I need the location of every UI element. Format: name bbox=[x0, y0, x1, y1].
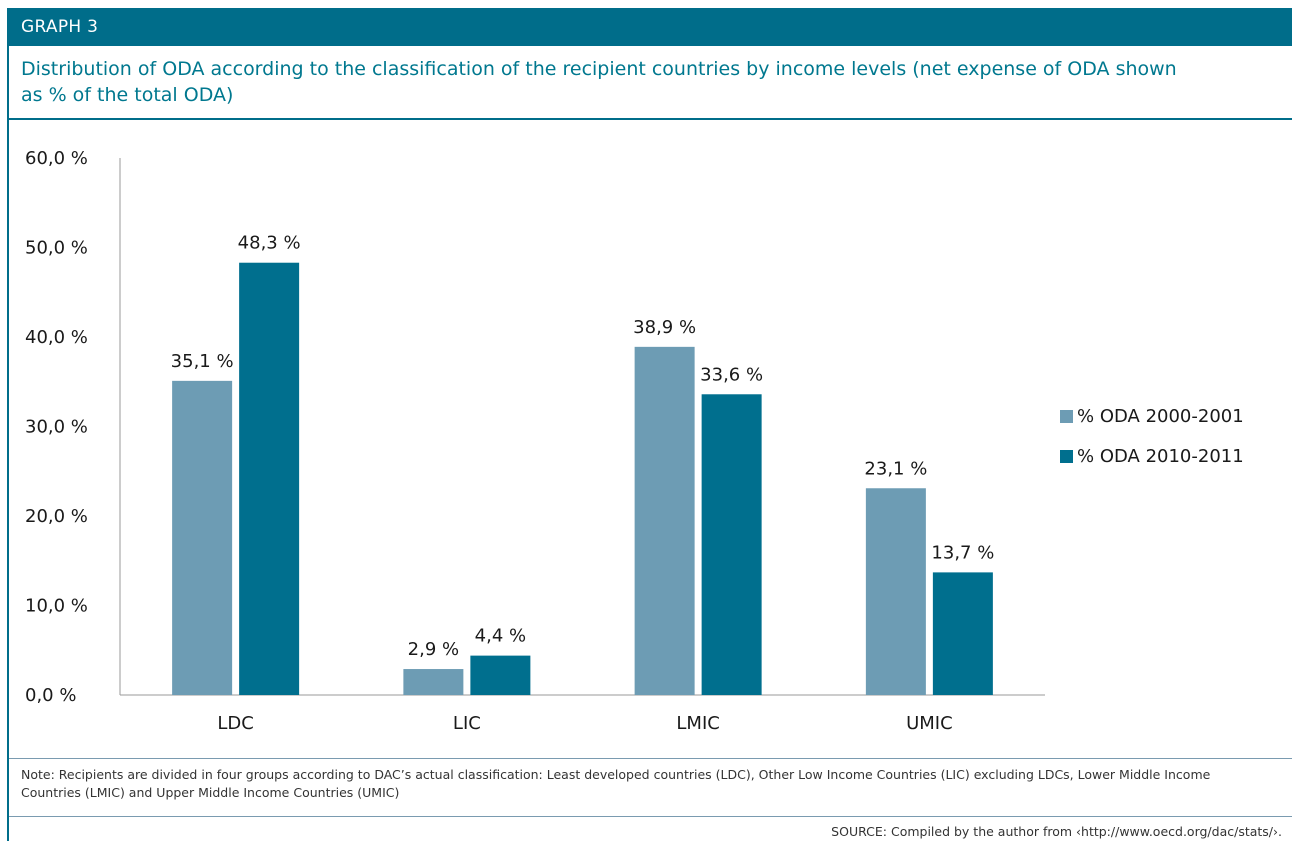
legend-swatch-series-1 bbox=[1060, 409, 1073, 423]
data-label: 13,7 % bbox=[931, 542, 994, 563]
bar-lmic-series-2 bbox=[701, 394, 762, 695]
x-tick-label: LDC bbox=[217, 713, 253, 734]
chart-legend: % ODA 2000-2001 % ODA 2010-2011 bbox=[1060, 396, 1244, 476]
note-divider bbox=[9, 758, 1292, 759]
data-label: 33,6 % bbox=[700, 364, 763, 385]
bar-umic-series-2 bbox=[932, 572, 993, 695]
y-tick-label: 10,0 % bbox=[25, 596, 88, 617]
graph-frame: GRAPH 3 Distribution of ODA according to… bbox=[7, 8, 1292, 841]
graph-label: GRAPH 3 bbox=[21, 17, 99, 37]
legend-swatch-series-2 bbox=[1060, 449, 1073, 463]
title-divider bbox=[9, 118, 1292, 120]
bar-lic-series-1 bbox=[403, 669, 464, 695]
data-label: 2,9 % bbox=[408, 639, 459, 660]
bar-chart: 0,0 % 10,0 % 20,0 % 30,0 % 40,0 % 50,0 % 60,0 … bbox=[25, 148, 1045, 734]
bar-umic-series-1 bbox=[865, 488, 926, 695]
y-tick-label: 50,0 % bbox=[25, 238, 88, 259]
bar-ldc-series-2 bbox=[239, 262, 300, 695]
bar-lmic-series-1 bbox=[634, 346, 695, 695]
data-label: 38,9 % bbox=[633, 317, 696, 338]
y-tick-label: 60,0 % bbox=[25, 148, 88, 169]
chart-note: Note: Recipients are divided in four gro… bbox=[21, 767, 1211, 800]
legend-item-series-2: % ODA 2010-2011 bbox=[1060, 436, 1244, 476]
chart-title: Distribution of ODA according to the cla… bbox=[21, 58, 1177, 106]
y-tick-label: 20,0 % bbox=[25, 506, 88, 527]
data-label: 23,1 % bbox=[864, 458, 927, 479]
graph-header: GRAPH 3 bbox=[9, 8, 1292, 46]
source-divider bbox=[9, 816, 1292, 817]
x-tick-label: LMIC bbox=[676, 713, 719, 734]
legend-label-series-1: % ODA 2000-2001 bbox=[1077, 405, 1244, 427]
data-label: 35,1 % bbox=[171, 351, 234, 372]
bar-lic-series-2 bbox=[470, 655, 531, 695]
data-label: 48,3 % bbox=[238, 233, 301, 254]
bar-ldc-series-1 bbox=[172, 380, 233, 695]
y-tick-label: 30,0 % bbox=[25, 417, 88, 438]
legend-label-series-2: % ODA 2010-2011 bbox=[1077, 445, 1244, 467]
data-label: 4,4 % bbox=[475, 626, 526, 647]
y-tick-label: 0,0 % bbox=[25, 685, 76, 706]
x-tick-label: UMIC bbox=[906, 713, 953, 734]
y-tick-label: 40,0 % bbox=[25, 327, 88, 348]
x-tick-label: LIC bbox=[453, 713, 481, 734]
legend-item-series-1: % ODA 2000-2001 bbox=[1060, 396, 1244, 436]
chart-source: SOURCE: Compiled by the author from ‹htt… bbox=[831, 824, 1282, 839]
